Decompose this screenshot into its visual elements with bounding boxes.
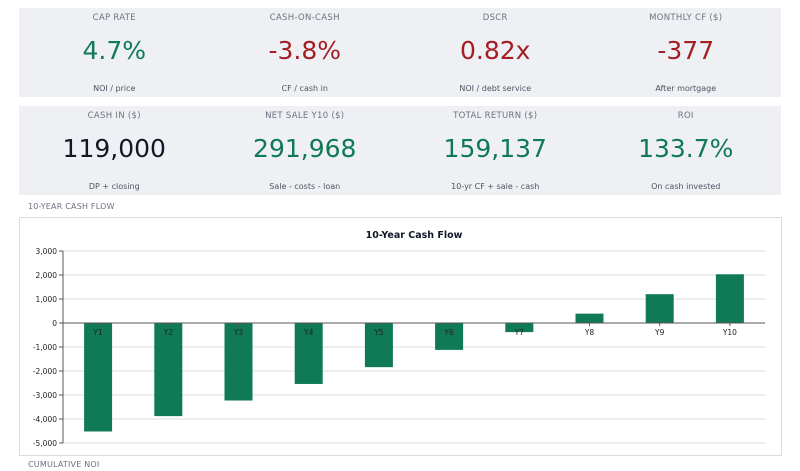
y-tick-label: -2,000 xyxy=(33,367,57,376)
kpi-card: MONTHLY CF ($) -377 After mortgage xyxy=(591,8,782,97)
kpi-card: NET SALE Y10 ($) 291,968 Sale - costs - lo… xyxy=(210,106,401,195)
chart-title: 10-Year Cash Flow xyxy=(366,230,463,241)
kpi-label: MONTHLY CF ($) xyxy=(649,13,723,23)
bar xyxy=(84,323,113,432)
kpi-value: 119,000 xyxy=(62,134,166,163)
y-tick-label: 2,000 xyxy=(36,271,58,280)
x-tick-label: Y5 xyxy=(373,328,384,337)
x-tick-label: Y1 xyxy=(92,328,103,337)
bar xyxy=(645,294,674,323)
bar xyxy=(224,323,253,401)
y-tick-label: -4,000 xyxy=(33,415,57,424)
x-tick-label: Y4 xyxy=(303,328,314,337)
y-tick-label: -3,000 xyxy=(33,391,57,400)
kpi-value: 133.7% xyxy=(638,134,734,163)
kpi-value: 4.7% xyxy=(82,36,146,65)
kpi-row-2: CASH IN ($) 119,000 DP + closing NET SALE Y… xyxy=(19,106,781,195)
kpi-card: CAP RATE 4.7% NOI / price xyxy=(19,8,210,97)
kpi-value: 159,137 xyxy=(443,134,547,163)
x-tick-label: Y9 xyxy=(654,328,665,337)
y-tick-label: -5,000 xyxy=(33,439,57,448)
kpi-value: 0.82x xyxy=(460,36,531,65)
kpi-label: ROI xyxy=(677,111,694,121)
bar xyxy=(715,274,744,323)
bar xyxy=(294,323,323,384)
kpi-label: CASH-ON-CASH xyxy=(269,13,340,23)
kpi-label: NET SALE Y10 ($) xyxy=(265,111,345,121)
kpi-label: TOTAL RETURN ($) xyxy=(453,111,538,121)
kpi-subtitle: Sale - costs - loan xyxy=(269,182,341,191)
bar xyxy=(364,323,393,368)
kpi-label: CASH IN ($) xyxy=(87,111,141,121)
y-tick-label: 3,000 xyxy=(36,247,58,256)
cash-flow-chart: 10-Year Cash Flow 3,000 2,000 1,000 0 -1,000 -… xyxy=(33,230,765,448)
cash-flow-chart-card: 10-Year Cash Flow 3,000 2,000 1,000 0 -1,000 -… xyxy=(19,217,782,456)
cumulative-noi-section-label: CUMULATIVE NOI xyxy=(28,460,100,469)
kpi-card: TOTAL RETURN ($) 159,137 10-yr CF + sale -… xyxy=(400,106,591,195)
kpi-subtitle: On cash invested xyxy=(651,182,721,191)
y-tick-label: 0 xyxy=(52,319,57,328)
kpi-row-1: CAP RATE 4.7% NOI / price CASH-ON-CASH -3.8%… xyxy=(19,8,781,97)
kpi-value: -377 xyxy=(657,36,715,65)
kpi-value: -3.8% xyxy=(268,36,342,65)
bar xyxy=(435,323,464,350)
bar xyxy=(505,323,534,333)
kpi-subtitle: CF / cash in xyxy=(281,84,328,93)
kpi-subtitle: After mortgage xyxy=(655,84,717,93)
y-tick-label: -1,000 xyxy=(33,343,57,352)
bar xyxy=(154,323,183,417)
kpi-card: ROI 133.7% On cash invested xyxy=(591,106,782,195)
kpi-value: 291,968 xyxy=(253,134,357,163)
kpi-label: DSCR xyxy=(482,13,508,23)
kpi-subtitle: DP + closing xyxy=(88,182,140,191)
x-tick-label: Y7 xyxy=(514,328,525,337)
kpi-subtitle: NOI / price xyxy=(93,84,136,93)
x-tick-label: Y8 xyxy=(584,328,595,337)
x-tick-label: Y6 xyxy=(443,328,454,337)
x-tick-label: Y2 xyxy=(163,328,174,337)
kpi-subtitle: NOI / debt service xyxy=(459,84,532,93)
cash-flow-section-label: 10-YEAR CASH FLOW xyxy=(28,202,115,211)
kpi-label: CAP RATE xyxy=(92,13,136,23)
kpi-card: CASH IN ($) 119,000 DP + closing xyxy=(19,106,210,195)
kpi-card: CASH-ON-CASH -3.8% CF / cash in xyxy=(210,8,401,97)
bar xyxy=(575,313,604,323)
kpi-subtitle: 10-yr CF + sale - cash xyxy=(451,182,540,191)
y-tick-label: 1,000 xyxy=(36,295,58,304)
x-tick-label: Y10 xyxy=(722,328,737,337)
x-tick-label: Y3 xyxy=(233,328,244,337)
kpi-card: DSCR 0.82x NOI / debt service xyxy=(400,8,591,97)
